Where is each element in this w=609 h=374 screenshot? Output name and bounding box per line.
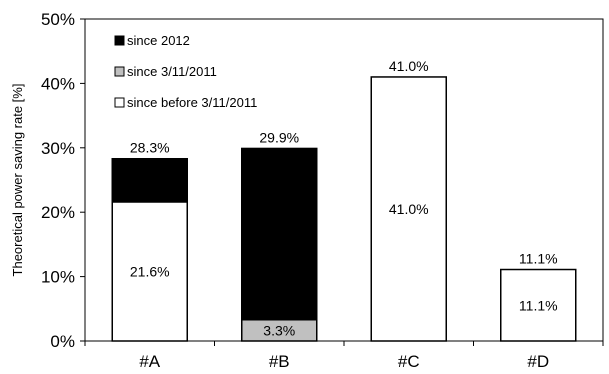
legend-label: since before 3/11/2011 — [127, 95, 257, 110]
data-label: 41.0% — [389, 201, 429, 217]
legend-label: since 3/11/2011 — [127, 64, 217, 79]
plot-area: 21.6% 6.7% 28.3% 3.3% 26.6% 29.9% 41.0% 41.0% 11… — [84, 18, 604, 342]
legend-swatch — [114, 97, 125, 108]
legend-label: since 2012 — [127, 33, 190, 48]
data-label: 11.1% — [519, 297, 558, 313]
legend-swatch — [114, 66, 125, 77]
x-tick-label: #A — [139, 352, 160, 371]
data-label: 3.3% — [263, 322, 295, 338]
y-tick-label: 40% — [41, 74, 75, 93]
y-axis-ticks: 0% 10% 20% 30% 40% 50% — [41, 10, 85, 351]
data-label: 21.6% — [130, 263, 170, 279]
y-tick-label: 0% — [50, 332, 75, 351]
x-tick-label: #D — [527, 352, 549, 371]
bar-segment — [500, 268, 577, 342]
y-tick-label: 10% — [41, 268, 75, 287]
bar-segment — [241, 147, 318, 321]
y-axis-label: Theoretical power saving rate [%] — [10, 84, 25, 277]
bar-segment — [111, 157, 188, 203]
data-label: 26.6% — [259, 226, 299, 242]
y-tick-label: 20% — [41, 203, 75, 222]
legend: since 2012 since 3/11/2011 since before 3/… — [114, 33, 257, 110]
y-tick-label: 50% — [41, 10, 75, 29]
x-axis-ticks: #A #B #C #D — [84, 341, 604, 371]
bar-segment — [370, 76, 447, 342]
total-label: 41.0% — [389, 58, 429, 74]
y-tick-label: 30% — [41, 139, 75, 158]
total-label: 11.1% — [519, 251, 558, 267]
x-tick-label: #C — [398, 352, 420, 371]
data-label: 6.7% — [134, 172, 166, 188]
total-label: 29.9% — [259, 129, 299, 145]
x-tick-label: #B — [269, 352, 290, 371]
total-label: 28.3% — [130, 140, 170, 156]
legend-swatch — [114, 35, 125, 46]
